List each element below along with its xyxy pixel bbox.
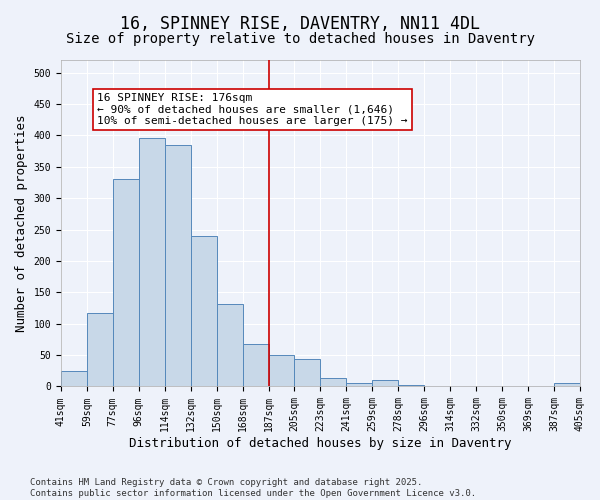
Bar bbox=[346, 382, 373, 386]
Bar bbox=[139, 138, 165, 386]
Bar bbox=[242, 344, 269, 387]
Bar bbox=[373, 380, 398, 386]
Bar bbox=[295, 359, 320, 386]
Bar bbox=[554, 384, 580, 386]
Text: Size of property relative to detached houses in Daventry: Size of property relative to detached ho… bbox=[65, 32, 535, 46]
Bar bbox=[113, 180, 139, 386]
Bar bbox=[165, 145, 191, 386]
Text: 16, SPINNEY RISE, DAVENTRY, NN11 4DL: 16, SPINNEY RISE, DAVENTRY, NN11 4DL bbox=[120, 15, 480, 33]
Bar bbox=[87, 313, 113, 386]
Bar bbox=[217, 304, 242, 386]
Bar bbox=[61, 371, 87, 386]
X-axis label: Distribution of detached houses by size in Daventry: Distribution of detached houses by size … bbox=[129, 437, 512, 450]
Bar bbox=[320, 378, 346, 386]
Bar bbox=[269, 355, 295, 386]
Text: Contains HM Land Registry data © Crown copyright and database right 2025.
Contai: Contains HM Land Registry data © Crown c… bbox=[30, 478, 476, 498]
Text: 16 SPINNEY RISE: 176sqm
← 90% of detached houses are smaller (1,646)
10% of semi: 16 SPINNEY RISE: 176sqm ← 90% of detache… bbox=[97, 92, 408, 126]
Y-axis label: Number of detached properties: Number of detached properties bbox=[15, 114, 28, 332]
Bar bbox=[191, 236, 217, 386]
Bar bbox=[398, 384, 424, 386]
